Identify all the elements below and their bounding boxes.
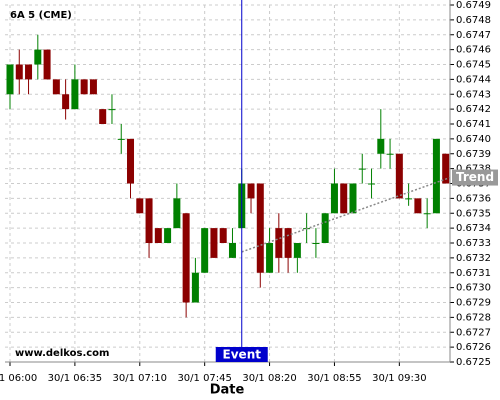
y-tick-label: 0.6742 <box>456 104 491 115</box>
candle-body <box>25 64 33 80</box>
y-tick-label: 0.6739 <box>456 149 491 160</box>
candle-body <box>6 64 14 95</box>
candle-body <box>284 228 292 258</box>
candle-body <box>321 213 329 243</box>
y-tick-label: 0.6732 <box>456 253 491 264</box>
candle-body <box>395 153 403 199</box>
x-tick-label: 30/1 09:30 <box>372 373 426 384</box>
candle-body <box>368 183 376 185</box>
y-tick-label: 0.6734 <box>456 223 491 234</box>
candle-body <box>432 138 440 214</box>
x-tick-label: 30/1 07:45 <box>177 373 231 384</box>
y-tick-label: 0.6743 <box>456 89 491 100</box>
candle-body <box>145 198 153 243</box>
candle-body <box>89 79 97 95</box>
y-tick-label: 0.6729 <box>456 298 491 309</box>
trend-tag <box>452 169 498 186</box>
y-tick-label: 0.6745 <box>456 60 491 71</box>
y-tick-label: 0.6738 <box>456 164 491 175</box>
candle-body <box>117 138 125 140</box>
candle-body <box>80 79 88 95</box>
candle-body <box>219 228 227 243</box>
candle-body <box>266 243 274 273</box>
candle-body <box>191 272 199 303</box>
event-label: Event <box>223 348 262 362</box>
candle-body <box>414 198 422 214</box>
candle-body <box>358 168 366 170</box>
candle-body <box>442 153 450 184</box>
candle-body <box>62 94 70 110</box>
y-tick-label: 0.6730 <box>456 283 491 294</box>
x-axis-title: Date <box>210 383 245 398</box>
candle-body <box>228 243 236 258</box>
candle-body <box>312 243 320 244</box>
trend-label: Trend <box>456 170 494 184</box>
y-tick-label: 0.6744 <box>456 74 491 85</box>
y-tick-label: 0.6748 <box>456 15 491 26</box>
candle-body <box>154 228 162 243</box>
candle-body <box>423 213 431 215</box>
event-tag <box>215 347 268 362</box>
candle-body <box>127 138 135 184</box>
candle-body <box>108 109 116 111</box>
candle-body <box>405 198 413 200</box>
candle-body <box>349 183 357 214</box>
y-tick-label: 0.6746 <box>456 45 491 56</box>
x-tick-label: 30/1 06:35 <box>48 373 102 384</box>
chart-title: 6A 5 (CME) <box>10 10 72 21</box>
candle-body <box>71 79 79 110</box>
y-tick-label: 0.6726 <box>456 342 491 353</box>
y-tick-label: 0.6749 <box>456 0 491 11</box>
candle-body <box>275 228 283 258</box>
candle-body <box>340 183 348 214</box>
y-tick-label: 0.6731 <box>456 268 491 279</box>
y-tick-label: 0.6725 <box>456 357 491 368</box>
candle-body <box>377 138 385 154</box>
trend-line <box>241 176 451 253</box>
y-tick-label: 0.6733 <box>456 238 491 249</box>
candle-body <box>201 228 209 273</box>
y-tick-label: 0.6728 <box>456 312 491 323</box>
y-tick-label: 0.6740 <box>456 134 491 145</box>
candle-body <box>293 243 301 258</box>
candle-body <box>43 49 51 80</box>
candle-body <box>136 198 144 214</box>
candle-body <box>164 228 172 243</box>
x-tick-label: 30/1 07:10 <box>113 373 167 384</box>
y-tick-label: 0.6747 <box>456 30 491 41</box>
candle-body <box>386 153 394 155</box>
candle-body <box>173 198 181 229</box>
candle-body <box>34 49 42 65</box>
x-tick-label: 30/1 08:55 <box>307 373 361 384</box>
y-tick-label: 0.6736 <box>456 193 491 204</box>
candle-body <box>330 183 338 214</box>
candle-body <box>99 109 107 124</box>
candle-body <box>247 183 255 199</box>
candle-body <box>256 183 264 273</box>
y-tick-label: 0.6741 <box>456 119 491 130</box>
candle-body <box>52 79 60 95</box>
x-tick-label: 30/1 08:20 <box>242 373 296 384</box>
candle-body <box>182 213 190 303</box>
candle-body <box>15 64 23 80</box>
watermark: www.delkos.com <box>15 348 109 359</box>
y-tick-label: 0.6735 <box>456 208 491 219</box>
candle-body <box>210 228 218 258</box>
y-tick-label: 0.6727 <box>456 327 491 338</box>
x-tick-label: 30/1 06:00 <box>0 373 37 384</box>
